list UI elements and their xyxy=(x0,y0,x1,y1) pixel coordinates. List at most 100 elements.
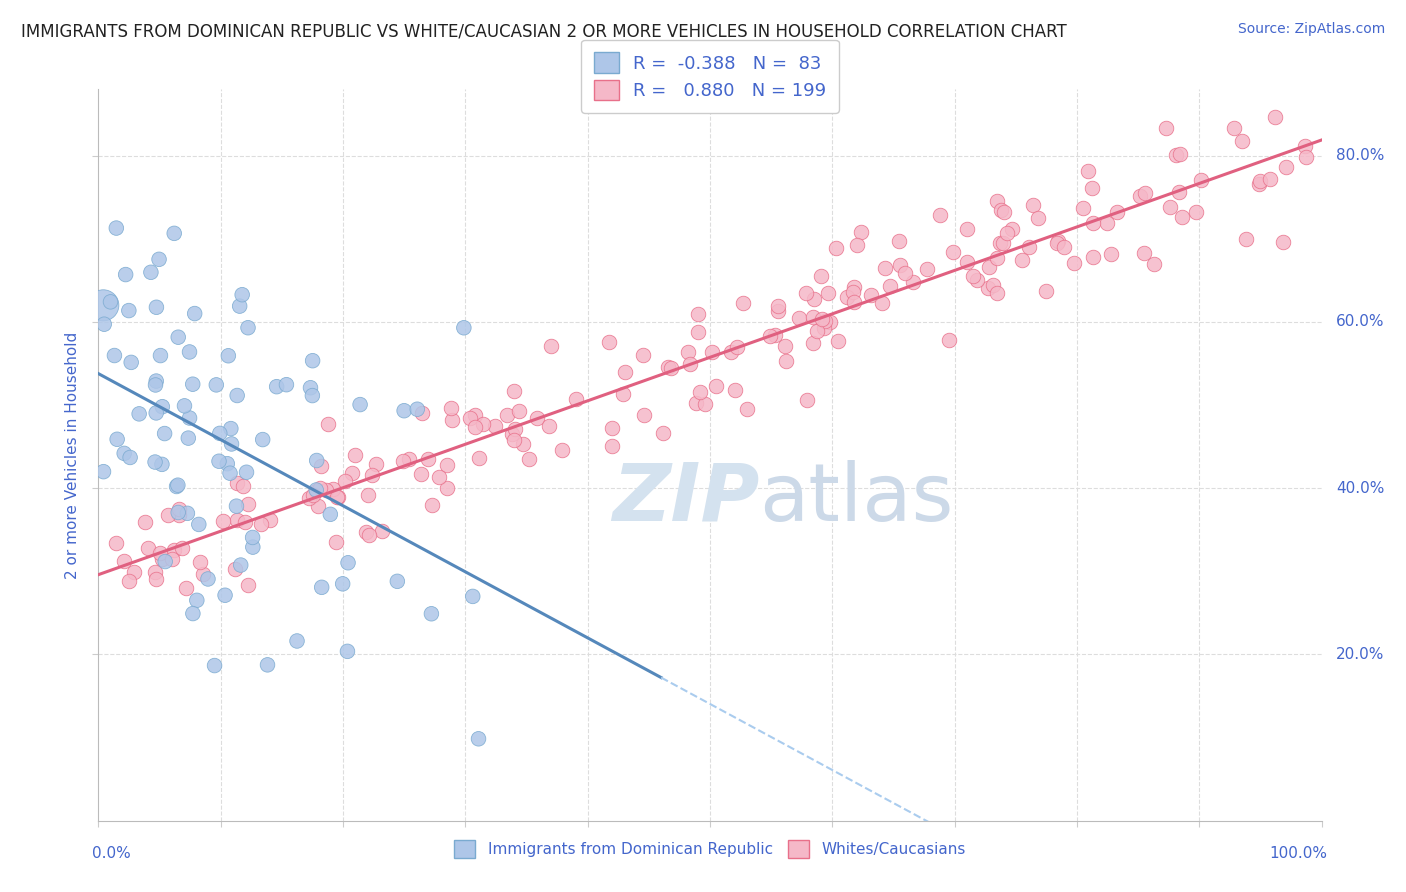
Point xyxy=(153,426,176,441)
Point xyxy=(1035,284,1057,298)
Point xyxy=(1294,139,1316,153)
Point xyxy=(565,392,588,406)
Point xyxy=(226,476,249,491)
Text: 0.0%: 0.0% xyxy=(93,847,131,862)
Point xyxy=(217,457,239,471)
Legend: Immigrants from Dominican Republic, Whites/Caucasians: Immigrants from Dominican Republic, Whit… xyxy=(449,834,972,864)
Point xyxy=(842,294,865,309)
Point xyxy=(167,506,190,520)
Point xyxy=(361,468,384,483)
Point xyxy=(724,383,747,397)
Point xyxy=(420,499,443,513)
Point xyxy=(796,286,818,301)
Point xyxy=(112,554,135,568)
Point xyxy=(302,488,325,502)
Point xyxy=(676,345,699,359)
Text: Source: ZipAtlas.com: Source: ZipAtlas.com xyxy=(1237,22,1385,37)
Point xyxy=(1001,222,1024,236)
Point xyxy=(356,488,378,502)
Point xyxy=(787,311,810,326)
Point xyxy=(328,491,350,505)
Point xyxy=(214,588,236,602)
Point xyxy=(305,483,328,498)
Point xyxy=(256,657,278,672)
Point xyxy=(733,295,755,310)
Point xyxy=(145,378,167,392)
Point xyxy=(735,402,758,417)
Point xyxy=(143,455,166,469)
Point xyxy=(810,268,832,283)
Point xyxy=(633,348,655,362)
Point xyxy=(600,421,623,435)
Point xyxy=(181,607,204,621)
Point xyxy=(1077,164,1099,178)
Point xyxy=(276,377,298,392)
Point xyxy=(301,353,323,368)
Point xyxy=(145,300,167,314)
Point xyxy=(197,572,219,586)
Point xyxy=(894,266,917,280)
Point xyxy=(420,607,443,621)
Point xyxy=(1159,200,1181,214)
Point xyxy=(392,403,415,417)
Point xyxy=(173,399,195,413)
Point xyxy=(1222,120,1244,135)
Point xyxy=(938,333,960,347)
Point xyxy=(651,425,673,440)
Point xyxy=(1184,205,1206,219)
Point xyxy=(114,268,136,282)
Point xyxy=(259,512,281,526)
Point xyxy=(150,552,173,566)
Point xyxy=(309,481,332,495)
Point xyxy=(150,458,173,472)
Point xyxy=(612,387,634,401)
Point xyxy=(1258,171,1281,186)
Point xyxy=(598,335,620,350)
Point xyxy=(145,374,167,388)
Point xyxy=(801,335,824,350)
Point xyxy=(436,481,458,495)
Point xyxy=(120,355,142,369)
Point xyxy=(901,276,924,290)
Point xyxy=(336,644,359,658)
Point xyxy=(145,406,167,420)
Point xyxy=(720,345,742,359)
Point xyxy=(148,252,170,267)
Point xyxy=(204,658,226,673)
Point xyxy=(315,483,337,497)
Point xyxy=(873,261,896,276)
Point xyxy=(340,467,363,481)
Point xyxy=(1099,246,1122,260)
Point xyxy=(1189,173,1212,187)
Point xyxy=(1046,234,1069,248)
Point xyxy=(179,411,201,425)
Point xyxy=(990,202,1012,217)
Point xyxy=(775,354,797,368)
Point xyxy=(436,458,458,472)
Point xyxy=(236,320,259,334)
Text: 80.0%: 80.0% xyxy=(1336,148,1385,163)
Point xyxy=(441,413,464,427)
Text: 20.0%: 20.0% xyxy=(1336,647,1385,662)
Text: IMMIGRANTS FROM DOMINICAN REPUBLIC VS WHITE/CAUCASIAN 2 OR MORE VEHICLES IN HOUS: IMMIGRANTS FROM DOMINICAN REPUBLIC VS WH… xyxy=(21,22,1067,40)
Point xyxy=(817,285,839,300)
Point xyxy=(995,227,1018,241)
Point xyxy=(512,437,534,451)
Point xyxy=(104,535,127,549)
Point xyxy=(217,349,239,363)
Point xyxy=(813,321,835,335)
Point xyxy=(818,315,841,329)
Point xyxy=(1097,216,1119,230)
Point xyxy=(763,328,786,343)
Point xyxy=(167,330,190,344)
Point xyxy=(1018,240,1040,254)
Point xyxy=(725,340,748,354)
Point xyxy=(136,541,159,556)
Point xyxy=(167,508,190,522)
Point xyxy=(806,325,828,339)
Point xyxy=(849,225,872,239)
Point xyxy=(120,450,142,465)
Point xyxy=(242,540,264,554)
Point xyxy=(285,634,308,648)
Point xyxy=(688,307,710,321)
